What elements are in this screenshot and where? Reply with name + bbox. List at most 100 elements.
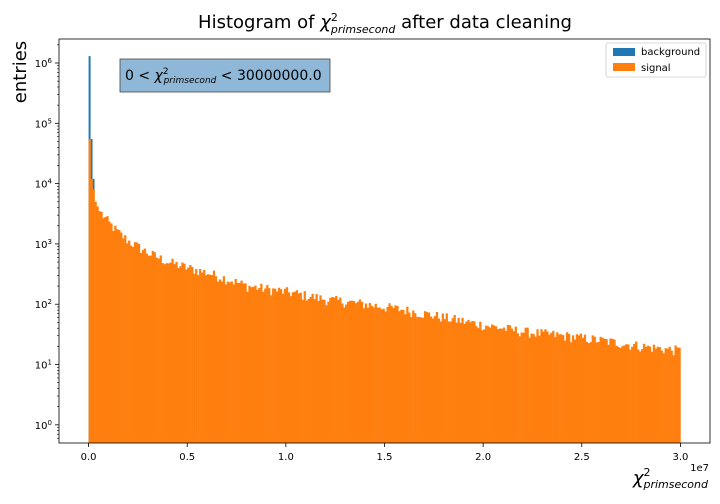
y-tick-label: 100 — [35, 419, 52, 432]
bar-signal — [479, 321, 482, 443]
bar-signal — [577, 335, 581, 443]
bar-signal — [640, 349, 644, 443]
bar-signal — [390, 306, 393, 443]
bar-signal — [90, 178, 93, 444]
bar-signal — [110, 223, 113, 443]
bar-signal — [236, 282, 239, 443]
bar-signal — [171, 258, 174, 443]
bar-signal — [619, 347, 622, 443]
bar-signal — [183, 263, 186, 443]
bar-signal — [345, 304, 348, 443]
bar-signal — [538, 335, 541, 443]
bar-signal — [522, 332, 525, 443]
bar-signal — [149, 255, 153, 443]
bar-signal — [285, 287, 289, 443]
bar-signal — [161, 263, 164, 443]
legend-label-signal: signal — [641, 63, 671, 74]
bar-signal — [396, 305, 399, 443]
bar-signal — [130, 245, 133, 443]
bar-signal — [670, 350, 673, 443]
bar-signal — [556, 332, 559, 443]
bar-signal — [128, 240, 131, 443]
bar-signal — [339, 297, 342, 443]
y-tick-label: 105 — [35, 117, 52, 130]
bar-signal — [246, 291, 249, 443]
bar-signal — [558, 334, 561, 443]
bar-signal — [258, 287, 261, 443]
bar-signal — [94, 201, 97, 443]
bar-signal — [573, 339, 577, 443]
bar-signal — [402, 310, 405, 443]
bar-signal — [352, 301, 356, 443]
bar-signal — [382, 308, 385, 443]
bar-signal — [500, 328, 504, 443]
bar-signal — [447, 321, 450, 443]
bar-signal — [420, 317, 423, 443]
bar-signal — [520, 332, 523, 443]
x-tick-label: 0.5 — [179, 452, 195, 463]
bar-signal — [571, 335, 575, 443]
bar-signal — [629, 349, 632, 443]
bar-signal — [167, 263, 170, 443]
bar-signal — [601, 337, 604, 443]
bar-signal — [343, 307, 346, 443]
bar-signal — [266, 285, 269, 443]
bar-signal — [153, 252, 156, 443]
bar-signal — [623, 345, 626, 443]
bar-signal — [609, 338, 612, 443]
bar-signal — [364, 303, 368, 443]
bar-signal — [159, 255, 162, 443]
bar-signal — [124, 235, 127, 443]
bar-signal — [631, 346, 634, 443]
bar-signal — [358, 299, 362, 443]
bar-signal — [660, 350, 663, 443]
bar-signal — [672, 355, 675, 443]
y-tick-label: 102 — [35, 298, 52, 311]
bar-signal — [550, 332, 553, 443]
bar-signal — [360, 301, 364, 443]
bar-signal — [638, 351, 642, 443]
bar-signal — [487, 326, 490, 443]
bar-signal — [591, 335, 594, 443]
bar-signal — [471, 320, 474, 443]
bar-signal — [187, 267, 190, 443]
bar-signal — [289, 296, 293, 443]
bar-signal — [177, 268, 180, 443]
bar-signal — [305, 300, 308, 443]
bar-signal — [191, 266, 194, 443]
bar-signal — [562, 335, 565, 443]
bar-signal — [621, 346, 624, 443]
legend-swatch-signal — [613, 63, 635, 71]
bar-signal — [208, 274, 212, 443]
bar-signal — [542, 331, 545, 443]
bar-signal — [548, 334, 551, 443]
bar-signal — [88, 138, 91, 443]
bar-signal — [354, 303, 358, 443]
bar-signal — [445, 313, 448, 443]
y-axis-label: entries — [10, 41, 31, 103]
bar-signal — [126, 243, 129, 443]
bar-signal — [185, 269, 188, 443]
bar-signal — [96, 206, 99, 443]
bar-signal — [678, 347, 681, 443]
bar-signal — [613, 339, 616, 443]
bar-signal — [333, 297, 336, 443]
bar-signal — [433, 316, 437, 443]
bar-signal — [347, 301, 350, 443]
bar-signal — [106, 216, 109, 443]
bar-signal — [583, 334, 587, 443]
bar-signal — [654, 348, 658, 443]
bar-signal — [145, 253, 149, 443]
y-tick-label: 106 — [35, 57, 53, 70]
bar-signal — [455, 322, 458, 443]
bar-signal — [408, 312, 411, 443]
bar-signal — [274, 288, 277, 443]
bar-signal — [112, 230, 115, 443]
bar-signal — [175, 261, 178, 443]
bar-signal — [666, 348, 669, 443]
bar-signal — [611, 338, 614, 443]
bar-signal — [587, 343, 590, 443]
bar-signal — [567, 334, 571, 443]
bar-signal — [276, 291, 279, 443]
